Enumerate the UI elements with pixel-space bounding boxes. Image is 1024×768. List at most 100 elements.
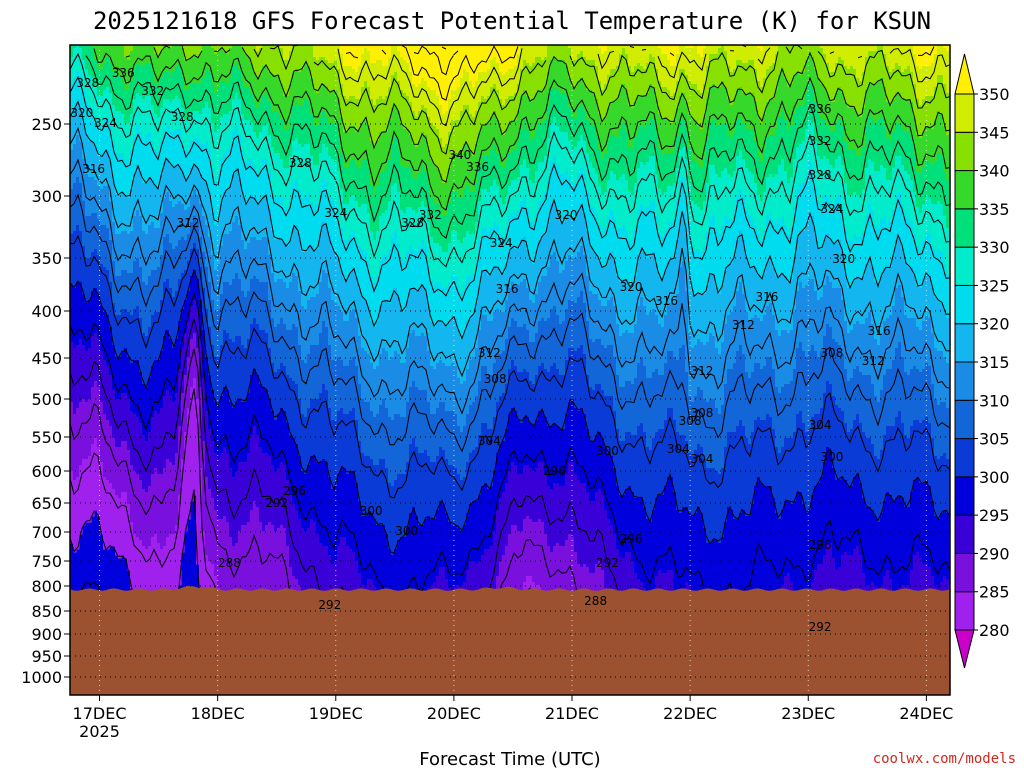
color-cell [76, 282, 80, 346]
color-cell [211, 345, 215, 391]
color-cell [370, 141, 374, 187]
color-cell [307, 300, 311, 355]
color-cell [760, 483, 764, 568]
color-cell [700, 168, 704, 211]
color-cell [139, 132, 143, 172]
color-cell [898, 495, 902, 589]
color-cell [211, 123, 215, 169]
color-cell [133, 45, 137, 70]
color-cell [142, 333, 146, 385]
color-cell [916, 171, 920, 208]
color-cell [796, 291, 800, 349]
color-cell [76, 408, 80, 478]
color-cell [823, 156, 827, 196]
color-cell [136, 258, 140, 307]
color-cell [781, 510, 785, 586]
color-cell [304, 63, 308, 100]
color-cell [487, 231, 491, 277]
color-cell [679, 435, 683, 514]
color-cell [103, 45, 107, 64]
color-cell [700, 57, 704, 94]
color-cell [325, 225, 329, 274]
color-cell [844, 273, 848, 322]
color-cell [325, 183, 329, 226]
color-cell [865, 216, 869, 265]
color-cell [862, 231, 866, 277]
color-cell [271, 411, 275, 466]
color-cell [79, 141, 83, 184]
color-cell [721, 342, 725, 406]
color-cell [799, 45, 803, 76]
color-cell [280, 318, 284, 364]
color-cell [940, 45, 944, 76]
color-cell [643, 366, 647, 433]
color-cell [367, 306, 371, 355]
color-cell [388, 360, 392, 418]
color-cell [259, 168, 263, 202]
color-cell [697, 126, 701, 166]
color-cell [613, 174, 617, 217]
color-cell [901, 72, 905, 100]
colorbar-tick-label: 290 [979, 544, 1010, 563]
color-cell [475, 222, 479, 262]
color-cell [751, 219, 755, 268]
color-cell [217, 309, 221, 358]
color-cell [853, 420, 857, 478]
color-cell [874, 396, 878, 457]
color-cell [850, 429, 854, 487]
color-cell [445, 459, 449, 514]
color-cell [136, 417, 140, 475]
color-cell [220, 294, 224, 346]
color-cell [301, 252, 305, 307]
color-cell [631, 435, 635, 493]
color-cell [172, 207, 176, 250]
color-cell [211, 168, 215, 214]
color-cell [925, 66, 929, 97]
color-cell [805, 513, 809, 601]
color-cell [313, 456, 317, 523]
color-cell [265, 45, 269, 67]
color-cell [238, 279, 242, 337]
color-cell [916, 477, 920, 553]
color-cell [352, 69, 356, 97]
color-cell [325, 273, 329, 328]
color-cell [763, 192, 767, 232]
color-cell [643, 252, 647, 307]
color-cell [763, 273, 767, 316]
color-cell [499, 312, 503, 355]
color-cell [238, 177, 242, 226]
color-cell [568, 177, 572, 217]
color-cell [142, 282, 146, 334]
color-cell [580, 204, 584, 247]
color-cell [634, 378, 638, 436]
color-cell [868, 312, 872, 376]
color-cell [544, 156, 548, 193]
color-cell [331, 63, 335, 91]
color-cell [811, 279, 815, 346]
color-cell [598, 45, 602, 49]
color-cell [268, 72, 272, 103]
color-cell [796, 492, 800, 586]
color-cell [874, 225, 878, 283]
color-cell [388, 201, 392, 250]
color-cell [817, 201, 821, 250]
color-cell [859, 81, 863, 118]
color-cell [172, 297, 176, 349]
color-cell [619, 45, 623, 55]
color-cell [280, 45, 284, 49]
color-cell [250, 510, 254, 604]
color-cell [757, 363, 761, 418]
color-cell [673, 45, 677, 67]
color-cell [574, 219, 578, 259]
color-cell [670, 66, 674, 97]
color-cell [370, 276, 374, 322]
colorbar-swatch [954, 361, 975, 401]
color-cell [112, 390, 116, 439]
color-cell [532, 342, 536, 385]
color-cell [355, 45, 359, 73]
color-cell [265, 237, 269, 283]
color-cell [784, 330, 788, 385]
color-cell [766, 306, 770, 358]
color-cell [145, 336, 149, 388]
color-cell [616, 324, 620, 376]
